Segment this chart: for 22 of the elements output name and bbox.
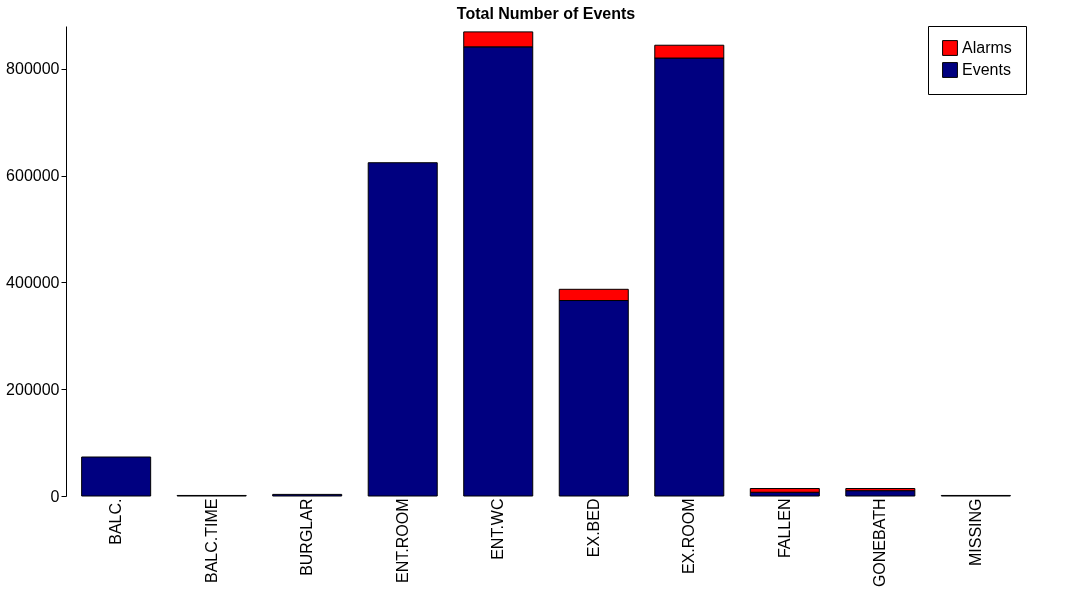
- x-tick-label: EX.BED: [584, 498, 602, 558]
- y-tick-label: 800000: [6, 60, 60, 78]
- bar: [749, 488, 820, 493]
- x-tick-label: FALLEN: [775, 498, 793, 559]
- x-tick-label: ENT.ROOM: [393, 498, 411, 583]
- y-tick-label: 400000: [6, 273, 60, 291]
- x-tick-label: MISSING: [966, 498, 984, 567]
- bar: [367, 162, 438, 497]
- chart-title: Total Number of Events: [456, 4, 636, 22]
- y-tick-label: 0: [50, 487, 60, 505]
- bar: [845, 490, 916, 497]
- y-tick-label: 200000: [6, 380, 60, 398]
- x-tick-label: EX.ROOM: [680, 498, 698, 575]
- x-tick-label: BALC.: [107, 498, 125, 545]
- y-tick-label: 600000: [6, 167, 60, 185]
- x-tick-label: ENT.WC: [489, 498, 507, 560]
- x-tick-label: GONEBATH: [871, 498, 889, 588]
- x-tick-label: BURGLAR: [298, 498, 316, 576]
- legend-label: Alarms: [962, 39, 1012, 56]
- x-tick-label: BALC.TIME: [202, 498, 220, 583]
- bar: [81, 456, 152, 497]
- legend-label: Events: [962, 61, 1011, 78]
